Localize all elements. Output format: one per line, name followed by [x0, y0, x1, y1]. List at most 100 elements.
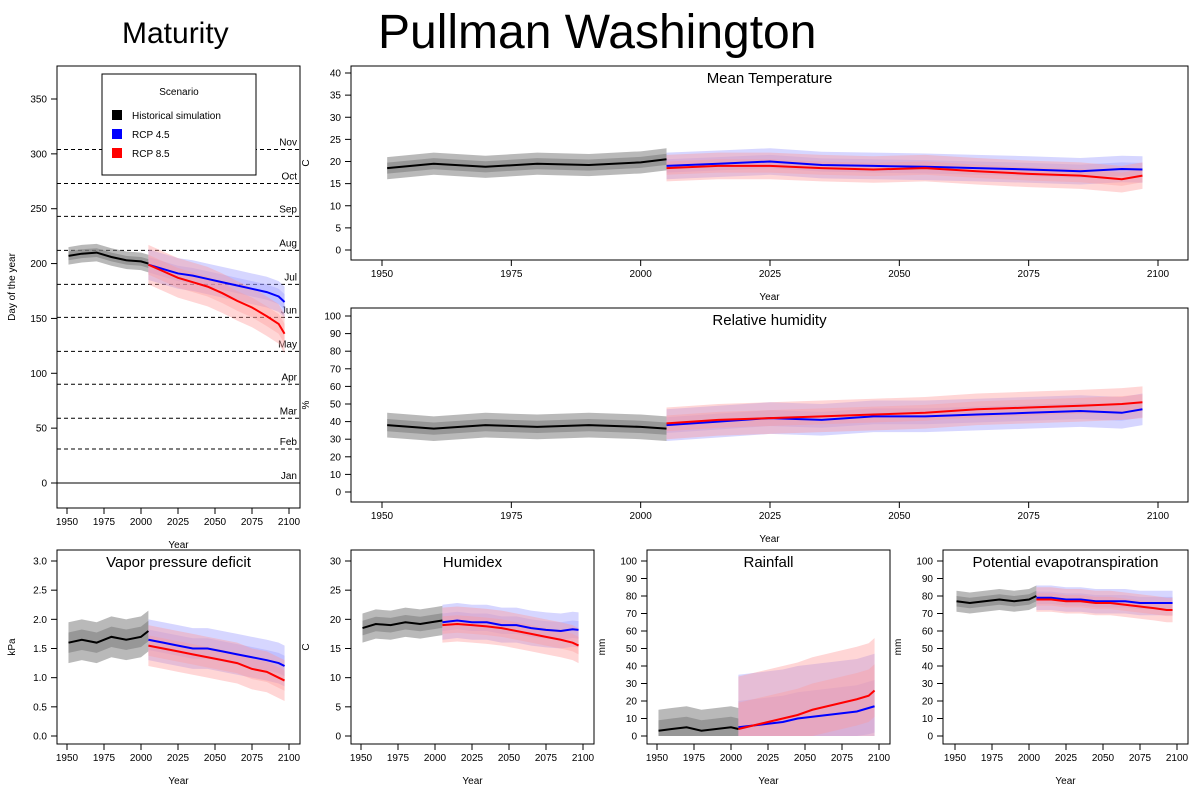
x-tick-label: 2000	[1018, 753, 1041, 764]
chart-vapor-pressure-deficit: 0.0 0.5 1.0 1.5 2.0 2.5 3.0 1950 1975 2000 2025 205…	[7, 549, 301, 787]
x-axis-label: Year	[168, 776, 189, 787]
x-tick-label: 2075	[241, 753, 264, 764]
x-axis-label: Year	[462, 776, 483, 787]
y-tick-label: 50	[922, 644, 934, 655]
y-tick-label: 80	[626, 592, 638, 603]
series-band	[442, 606, 579, 664]
y-tick-label: 100	[324, 312, 341, 323]
y-tick-label: 60	[922, 627, 934, 638]
panel-title: Mean Temperature	[707, 70, 833, 87]
chart-maturity: Jan Feb Mar Apr May Jun Jul Aug Sep Oct Nov 0 50 100 1…	[7, 65, 301, 551]
x-axis-label: Year	[759, 292, 780, 303]
y-tick-label: 30	[330, 435, 342, 446]
x-tick-label: 1975	[981, 753, 1004, 764]
x-tick-label: 2025	[1055, 753, 1078, 764]
x-tick-label: 2050	[794, 753, 817, 764]
y-tick-label: 20	[626, 697, 638, 708]
x-tick-label: 2075	[1129, 753, 1152, 764]
y-tick-label: 15	[330, 179, 342, 190]
y-tick-label: 0.0	[33, 732, 47, 743]
x-tick-label: 1950	[350, 753, 373, 764]
x-tick-label: 2075	[1018, 269, 1041, 280]
series-band-inner	[362, 613, 443, 636]
x-axis-label: Year	[758, 776, 779, 787]
y-axis-label: Day of the year	[7, 252, 18, 320]
x-tick-label: 2075	[241, 517, 264, 528]
y-axis-label: C	[301, 643, 312, 650]
x-tick-label: 2050	[888, 269, 911, 280]
x-tick-label: 2000	[130, 517, 153, 528]
x-tick-label: 1950	[56, 753, 79, 764]
y-tick-label: 30	[330, 557, 342, 568]
series-band	[148, 625, 285, 701]
x-tick-label: 2075	[1018, 511, 1041, 522]
y-tick-label: 20	[330, 452, 342, 463]
y-tick-label: 70	[330, 364, 342, 375]
x-tick-label: 2100	[278, 517, 301, 528]
y-tick-label: 0	[927, 732, 933, 743]
y-tick-label: 70	[922, 609, 934, 620]
legend-entry: RCP 8.5	[132, 149, 170, 160]
y-tick-label: 40	[330, 417, 342, 428]
y-tick-label: 3.0	[33, 557, 47, 568]
series-line	[68, 251, 149, 265]
x-tick-label: 2000	[630, 511, 653, 522]
y-tick-label: 60	[626, 627, 638, 638]
series-line	[148, 638, 286, 667]
x-tick-label: 2075	[831, 753, 854, 764]
legend-swatch	[112, 148, 122, 158]
x-tick-label: 1975	[93, 753, 116, 764]
x-tick-label: 1950	[371, 511, 394, 522]
series-band-inner	[738, 664, 875, 736]
series-line	[658, 726, 739, 732]
x-tick-label: 1950	[371, 269, 394, 280]
y-tick-label: 90	[330, 329, 342, 340]
x-tick-label: 2025	[759, 269, 782, 280]
month-label: Oct	[281, 171, 297, 182]
x-tick-label: 1975	[387, 753, 410, 764]
month-label: Mar	[280, 406, 298, 417]
x-tick-label: 2100	[1147, 511, 1170, 522]
x-axis-label: Year	[1055, 776, 1076, 787]
y-tick-label: 1.0	[33, 673, 47, 684]
month-label: Jun	[281, 305, 297, 316]
series-line	[956, 595, 1037, 605]
y-tick-label: 40	[330, 69, 342, 80]
chart-potential-evapotranspiration: 0 10 20 30 40 50 60 70 80 90 100 1950 1975 2000 2025 20…	[893, 549, 1189, 787]
series-band-inner	[68, 620, 149, 653]
y-tick-label: 50	[330, 400, 342, 411]
panel-title: Humidex	[443, 554, 503, 571]
month-label: Jul	[284, 272, 297, 283]
month-label: May	[278, 339, 297, 350]
y-tick-label: 80	[330, 347, 342, 358]
x-tick-label: 2050	[1092, 753, 1115, 764]
legend-entry: RCP 4.5	[132, 130, 170, 141]
y-tick-label: 40	[922, 662, 934, 673]
legend-box	[101, 73, 257, 176]
series-line	[1036, 598, 1173, 611]
y-tick-label: 20	[922, 697, 934, 708]
y-tick-label: 40	[626, 662, 638, 673]
legend-title: Scenario	[159, 87, 199, 98]
y-tick-label: 350	[30, 95, 47, 106]
y-tick-label: 25	[330, 135, 342, 146]
series-line	[666, 160, 1143, 173]
y-tick-label: 5	[335, 223, 341, 234]
series-line	[666, 164, 1143, 181]
series-band-inner	[148, 256, 285, 310]
series-line	[68, 630, 150, 644]
x-tick-label: 2100	[278, 753, 301, 764]
legend-swatch	[112, 110, 122, 120]
series-line	[666, 401, 1143, 425]
y-axis-label: %	[301, 400, 312, 409]
month-label: Apr	[281, 372, 297, 383]
series-line	[738, 689, 876, 730]
maturity-title: Maturity	[122, 17, 229, 50]
series-line	[148, 644, 286, 682]
panel-title: Relative humidity	[712, 312, 827, 329]
series-line	[1036, 596, 1173, 604]
y-tick-label: 90	[626, 574, 638, 585]
y-tick-label: 20	[330, 157, 342, 168]
x-tick-label: 2050	[888, 511, 911, 522]
y-tick-label: 30	[626, 679, 638, 690]
